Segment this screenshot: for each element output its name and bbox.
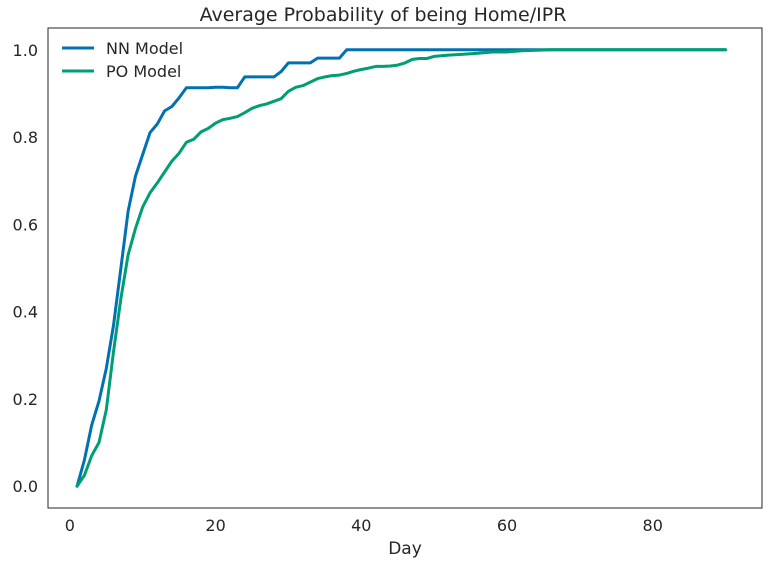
y-tick-label: 0.8 [13, 128, 38, 147]
plot-frame [47, 27, 763, 509]
chart-title: Average Probability of being Home/IPR [200, 4, 567, 26]
x-axis-label: Day [388, 539, 422, 559]
x-tick-label: 40 [351, 516, 371, 535]
series-lines [75, 48, 728, 488]
series-line-po-model [75, 48, 728, 488]
x-tick-label: 80 [643, 516, 663, 535]
legend-label: PO Model [106, 62, 181, 81]
legend: NN Model PO Model [62, 39, 183, 81]
x-axis-ticks: 0 20 40 60 80 [65, 516, 663, 535]
y-tick-label: 0.2 [13, 390, 38, 409]
x-tick-label: 0 [65, 516, 75, 535]
x-tick-label: 20 [205, 516, 225, 535]
y-tick-label: 1.0 [13, 41, 38, 60]
y-axis-ticks: 0.0 0.2 0.4 0.6 0.8 1.0 [13, 41, 38, 496]
x-tick-label: 60 [497, 516, 517, 535]
y-tick-label: 0.0 [13, 477, 38, 496]
legend-label: NN Model [106, 39, 183, 58]
y-tick-label: 0.6 [13, 215, 38, 234]
series-line-nn-model [75, 48, 728, 488]
y-tick-label: 0.4 [13, 303, 38, 322]
